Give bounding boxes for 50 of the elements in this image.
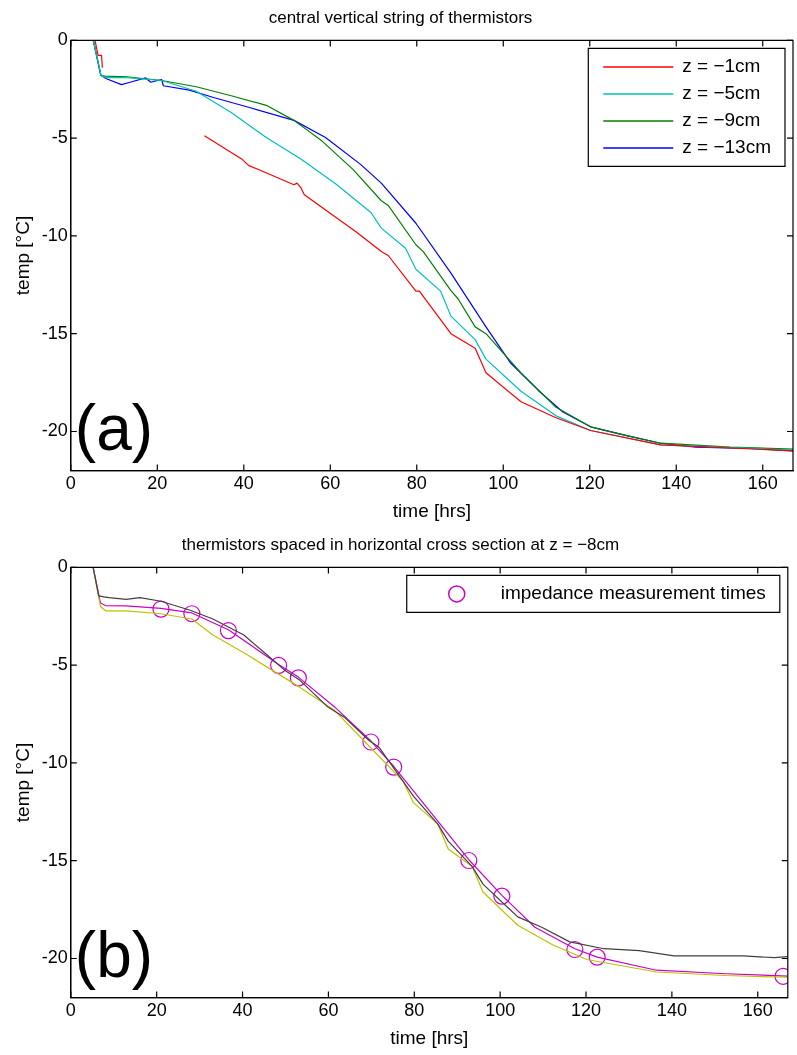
x-tick-label: 100 bbox=[485, 1000, 516, 1021]
point bbox=[289, 669, 307, 687]
x-tick-label: 120 bbox=[574, 473, 605, 494]
point bbox=[588, 948, 606, 966]
point bbox=[183, 605, 201, 623]
legend-label: z = −9cm bbox=[682, 109, 761, 131]
point bbox=[460, 851, 478, 870]
x-tick-label: 140 bbox=[661, 473, 692, 494]
y-tick-label: -15 bbox=[41, 322, 68, 343]
annotation: (a) bbox=[74, 392, 154, 465]
y-tick-label: -20 bbox=[41, 947, 68, 968]
chart-title: thermistors spaced in horizontal cross section at z = −8cm bbox=[181, 534, 620, 554]
x-tick-label: 40 bbox=[233, 473, 254, 494]
x-tick-label: 60 bbox=[320, 473, 341, 494]
chart-title: central vertical string of thermistors bbox=[268, 7, 533, 27]
y-axis-title: temp [°C] bbox=[11, 215, 33, 296]
legend-label: z = −1cm bbox=[682, 55, 761, 77]
x-tick-label: 100 bbox=[488, 473, 519, 494]
legend-label: impedance measurement times bbox=[500, 582, 766, 604]
point bbox=[152, 600, 170, 618]
annotation: (b) bbox=[74, 919, 154, 992]
y-tick-label: -15 bbox=[41, 849, 68, 870]
point bbox=[219, 621, 237, 640]
x-tick-label: 160 bbox=[747, 473, 778, 494]
y-tick-label: -20 bbox=[41, 420, 68, 441]
x-tick-label: 80 bbox=[404, 1000, 425, 1021]
y-tick-label: 0 bbox=[57, 29, 68, 50]
y-tick-label: -5 bbox=[51, 654, 68, 675]
x-tick-label: 40 bbox=[232, 1000, 253, 1021]
y-tick-label: -10 bbox=[41, 751, 68, 772]
point bbox=[270, 656, 288, 674]
y-tick-label: -5 bbox=[51, 127, 68, 148]
x-tick-label: 80 bbox=[406, 473, 427, 494]
x-axis-title: time [hrs] bbox=[390, 1026, 469, 1048]
point bbox=[385, 758, 403, 776]
x-tick-label: 20 bbox=[147, 473, 168, 494]
y-tick-label: 0 bbox=[57, 556, 68, 577]
y-axis-title: temp [°C] bbox=[11, 742, 33, 823]
legend-label: z = −5cm bbox=[682, 82, 761, 104]
legend-label: z = −13cm bbox=[682, 136, 772, 158]
x-tick-label: 160 bbox=[742, 1000, 773, 1021]
point bbox=[362, 733, 380, 751]
point bbox=[566, 940, 584, 959]
x-tick-label: 20 bbox=[146, 1000, 167, 1021]
x-tick-label: 120 bbox=[570, 1000, 602, 1021]
x-tick-label: 140 bbox=[656, 1000, 687, 1021]
x-tick-label: 60 bbox=[318, 1000, 339, 1021]
point bbox=[493, 887, 511, 905]
x-axis-title: time [hrs] bbox=[392, 499, 471, 521]
y-tick-label: -10 bbox=[41, 224, 68, 245]
